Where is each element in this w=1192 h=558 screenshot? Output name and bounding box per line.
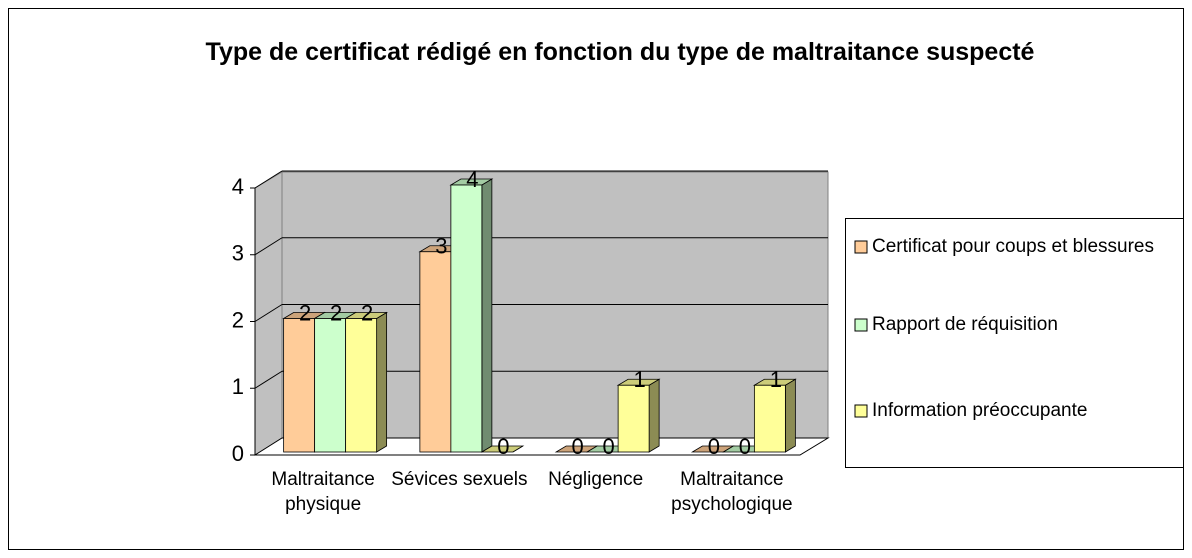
x-tick-label: Négligence: [548, 469, 644, 490]
bar: [753, 384, 786, 453]
data-label: 4: [466, 167, 478, 192]
x-tick-label: Maltraitance psychologique: [671, 469, 793, 515]
legend-swatch: [854, 404, 868, 418]
legend-label: Rapport de réquisition: [872, 314, 1058, 335]
bar: [419, 251, 452, 453]
data-label: 0: [603, 434, 615, 459]
bar: [314, 318, 347, 453]
data-label: 1: [770, 367, 782, 392]
floor: [253, 437, 830, 456]
data-label: 0: [497, 434, 509, 459]
x-tick-label: Sévices sexuels: [391, 469, 528, 490]
data-label: 3: [435, 234, 447, 259]
legend-box: [845, 218, 1184, 468]
data-label: 1: [634, 367, 646, 392]
bar-side: [481, 178, 493, 453]
grid-line: [254, 237, 283, 256]
grid-line: [254, 170, 283, 189]
bar-side: [784, 378, 796, 453]
legend-label: Information préoccupante: [872, 400, 1088, 421]
data-label: 2: [299, 300, 311, 325]
bar-side: [648, 378, 660, 453]
bar: [345, 318, 378, 453]
x-tick-label: Maltraitance physique: [271, 469, 375, 515]
y-tick-label: 1: [232, 374, 244, 399]
y-tick-label: 0: [232, 441, 244, 466]
data-label: 0: [739, 434, 751, 459]
data-label: 2: [330, 300, 342, 325]
chart-title: Type de certificat rédigé en fonction du…: [205, 38, 1035, 66]
y-tick-label: 3: [232, 241, 244, 266]
bar-top: [480, 445, 525, 453]
y-tick-label: 4: [232, 174, 244, 199]
bar: [617, 384, 650, 453]
data-label: 0: [572, 434, 584, 459]
data-label: 0: [708, 434, 720, 459]
legend-swatch: [854, 318, 868, 332]
y-tick-label: 2: [232, 307, 244, 332]
legend-swatch: [854, 240, 868, 254]
data-label: 2: [361, 300, 373, 325]
bar: [283, 318, 316, 453]
bar-side: [376, 311, 388, 453]
legend-label: Certificat pour coups et blessures: [872, 236, 1154, 257]
grid-line: [254, 304, 283, 322]
grid-line: [254, 370, 283, 389]
bar: [450, 184, 483, 453]
